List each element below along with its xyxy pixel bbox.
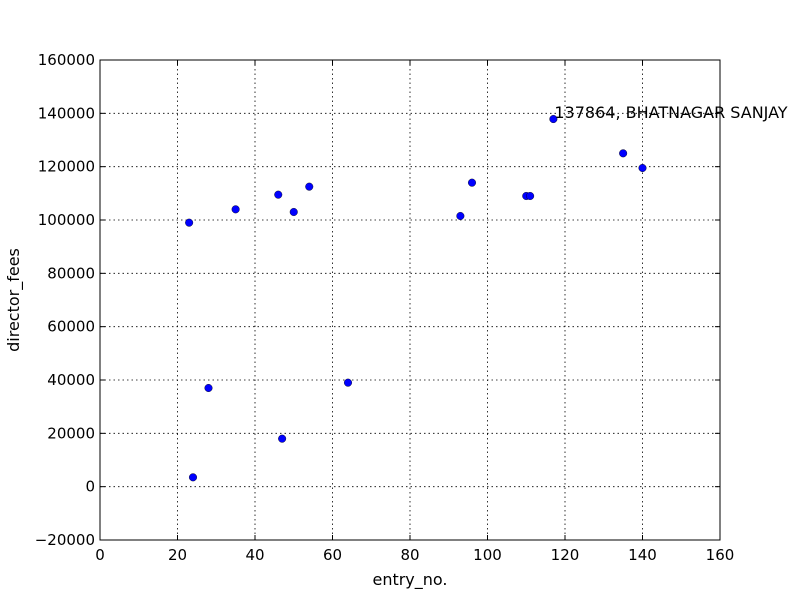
x-tick-label: 20 [168,546,187,564]
data-point [344,378,353,387]
y-tick-label: 60000 [47,318,95,336]
data-point [305,182,314,191]
data-point [468,178,477,187]
data-point [204,384,213,393]
y-tick-label: 100000 [38,211,95,229]
y-tick-label: 20000 [47,424,95,442]
data-point [231,205,240,214]
data-point [289,207,298,216]
x-tick-label: 160 [706,546,735,564]
grid-lines [100,60,720,540]
data-points [185,115,647,482]
data-point [619,149,628,158]
x-axis-label: entry_no. [372,570,447,590]
y-axis-label: director_fees [4,248,24,352]
y-tick-label: 160000 [38,51,95,69]
data-point [638,163,647,172]
y-tick-labels: −20000 0 20000 40000 60000 80000 100000 120000 1… [35,51,95,549]
y-tick-label: 120000 [38,158,95,176]
data-point [188,473,197,482]
y-tick-label: 0 [85,478,95,496]
point-annotation: 137864, BHATNAGAR SANJAY [554,103,787,122]
y-tick-label: −20000 [35,531,95,549]
x-tick-label: 100 [473,546,502,564]
y-tick-label: 80000 [47,264,95,282]
x-tick-labels: 0 20 40 60 80 100 120 140 160 [95,546,734,564]
y-tick-label: 140000 [38,104,95,122]
data-point [456,211,465,220]
data-point [185,218,194,227]
data-point [526,191,535,200]
x-tick-label: 120 [551,546,580,564]
data-point [274,190,283,199]
x-tick-label: 80 [400,546,419,564]
x-tick-label: 0 [95,546,105,564]
y-tick-label: 40000 [47,371,95,389]
x-tick-label: 140 [628,546,657,564]
data-point [549,115,558,124]
data-point [278,434,287,443]
x-tick-label: 60 [323,546,342,564]
annotations: 137864, BHATNAGAR SANJAY [554,103,787,122]
x-tick-label: 40 [245,546,264,564]
tick-marks [99,59,721,541]
